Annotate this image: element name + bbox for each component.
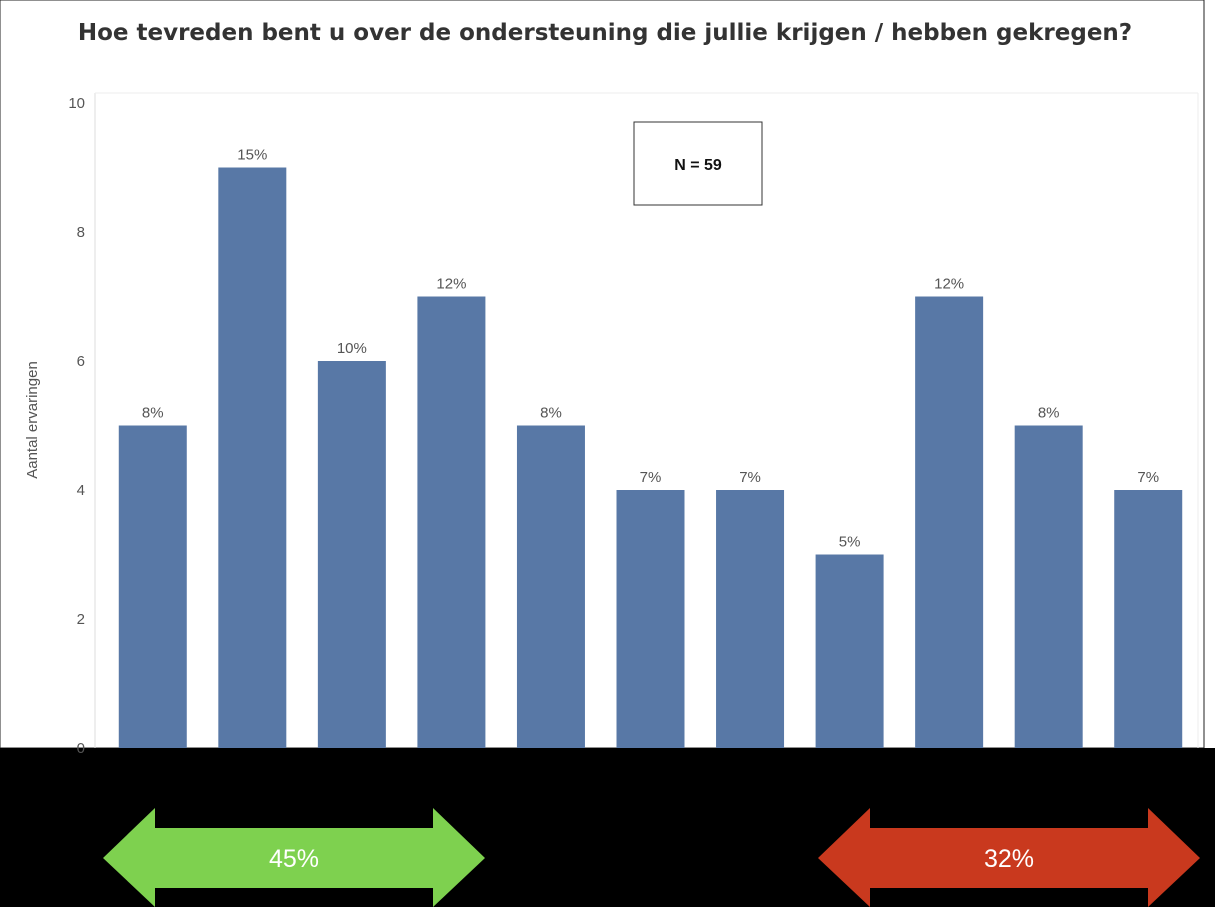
data-label: 12% <box>934 276 964 293</box>
data-label: 7% <box>640 469 662 486</box>
y-tick-label: 0 <box>77 740 85 757</box>
y-tick-label: 4 <box>77 482 85 499</box>
bar <box>417 296 486 748</box>
y-tick-labels: 0 2 4 6 8 10 <box>68 95 85 757</box>
n-annotation-text: N = 59 <box>674 157 722 174</box>
data-label: 12% <box>436 276 466 293</box>
bars <box>118 167 1183 748</box>
y-tick-label: 2 <box>77 611 85 628</box>
bar <box>516 425 585 748</box>
data-labels: 8% 15% 10% 12% 8% 7% 7% 5% 12% 8% 7% <box>142 147 1159 551</box>
data-label: 8% <box>1038 405 1060 422</box>
bar <box>616 490 685 748</box>
data-label: 8% <box>540 405 562 422</box>
chart-title: Hoe tevreden bent u over de ondersteunin… <box>78 20 1132 46</box>
bar <box>317 361 386 748</box>
y-tick-label: 8 <box>77 224 85 241</box>
bar <box>118 425 187 748</box>
left-arrow: 45% <box>103 808 485 907</box>
data-label: 8% <box>142 405 164 422</box>
bar <box>915 296 984 748</box>
double-arrow-green <box>103 808 485 907</box>
y-tick-label: 6 <box>77 353 85 370</box>
left-arrow-label: 45% <box>269 845 319 873</box>
bar <box>1014 425 1083 748</box>
n-annotation-box: N = 59 <box>633 121 763 206</box>
bar <box>815 554 884 748</box>
y-tick-label: 10 <box>68 95 85 112</box>
bar <box>716 490 785 748</box>
y-axis-label: Aantal ervaringen <box>24 361 41 479</box>
data-label: 7% <box>739 469 761 486</box>
data-label: 10% <box>337 340 367 357</box>
bar <box>218 167 287 748</box>
double-arrow-red <box>818 808 1200 907</box>
data-label: 5% <box>839 534 861 551</box>
data-label: 7% <box>1137 469 1159 486</box>
bar <box>1114 490 1183 748</box>
data-label: 15% <box>237 147 267 164</box>
n-annotation-frame <box>633 121 763 206</box>
right-arrow-label: 32% <box>984 845 1034 873</box>
right-arrow: 32% <box>818 808 1200 907</box>
